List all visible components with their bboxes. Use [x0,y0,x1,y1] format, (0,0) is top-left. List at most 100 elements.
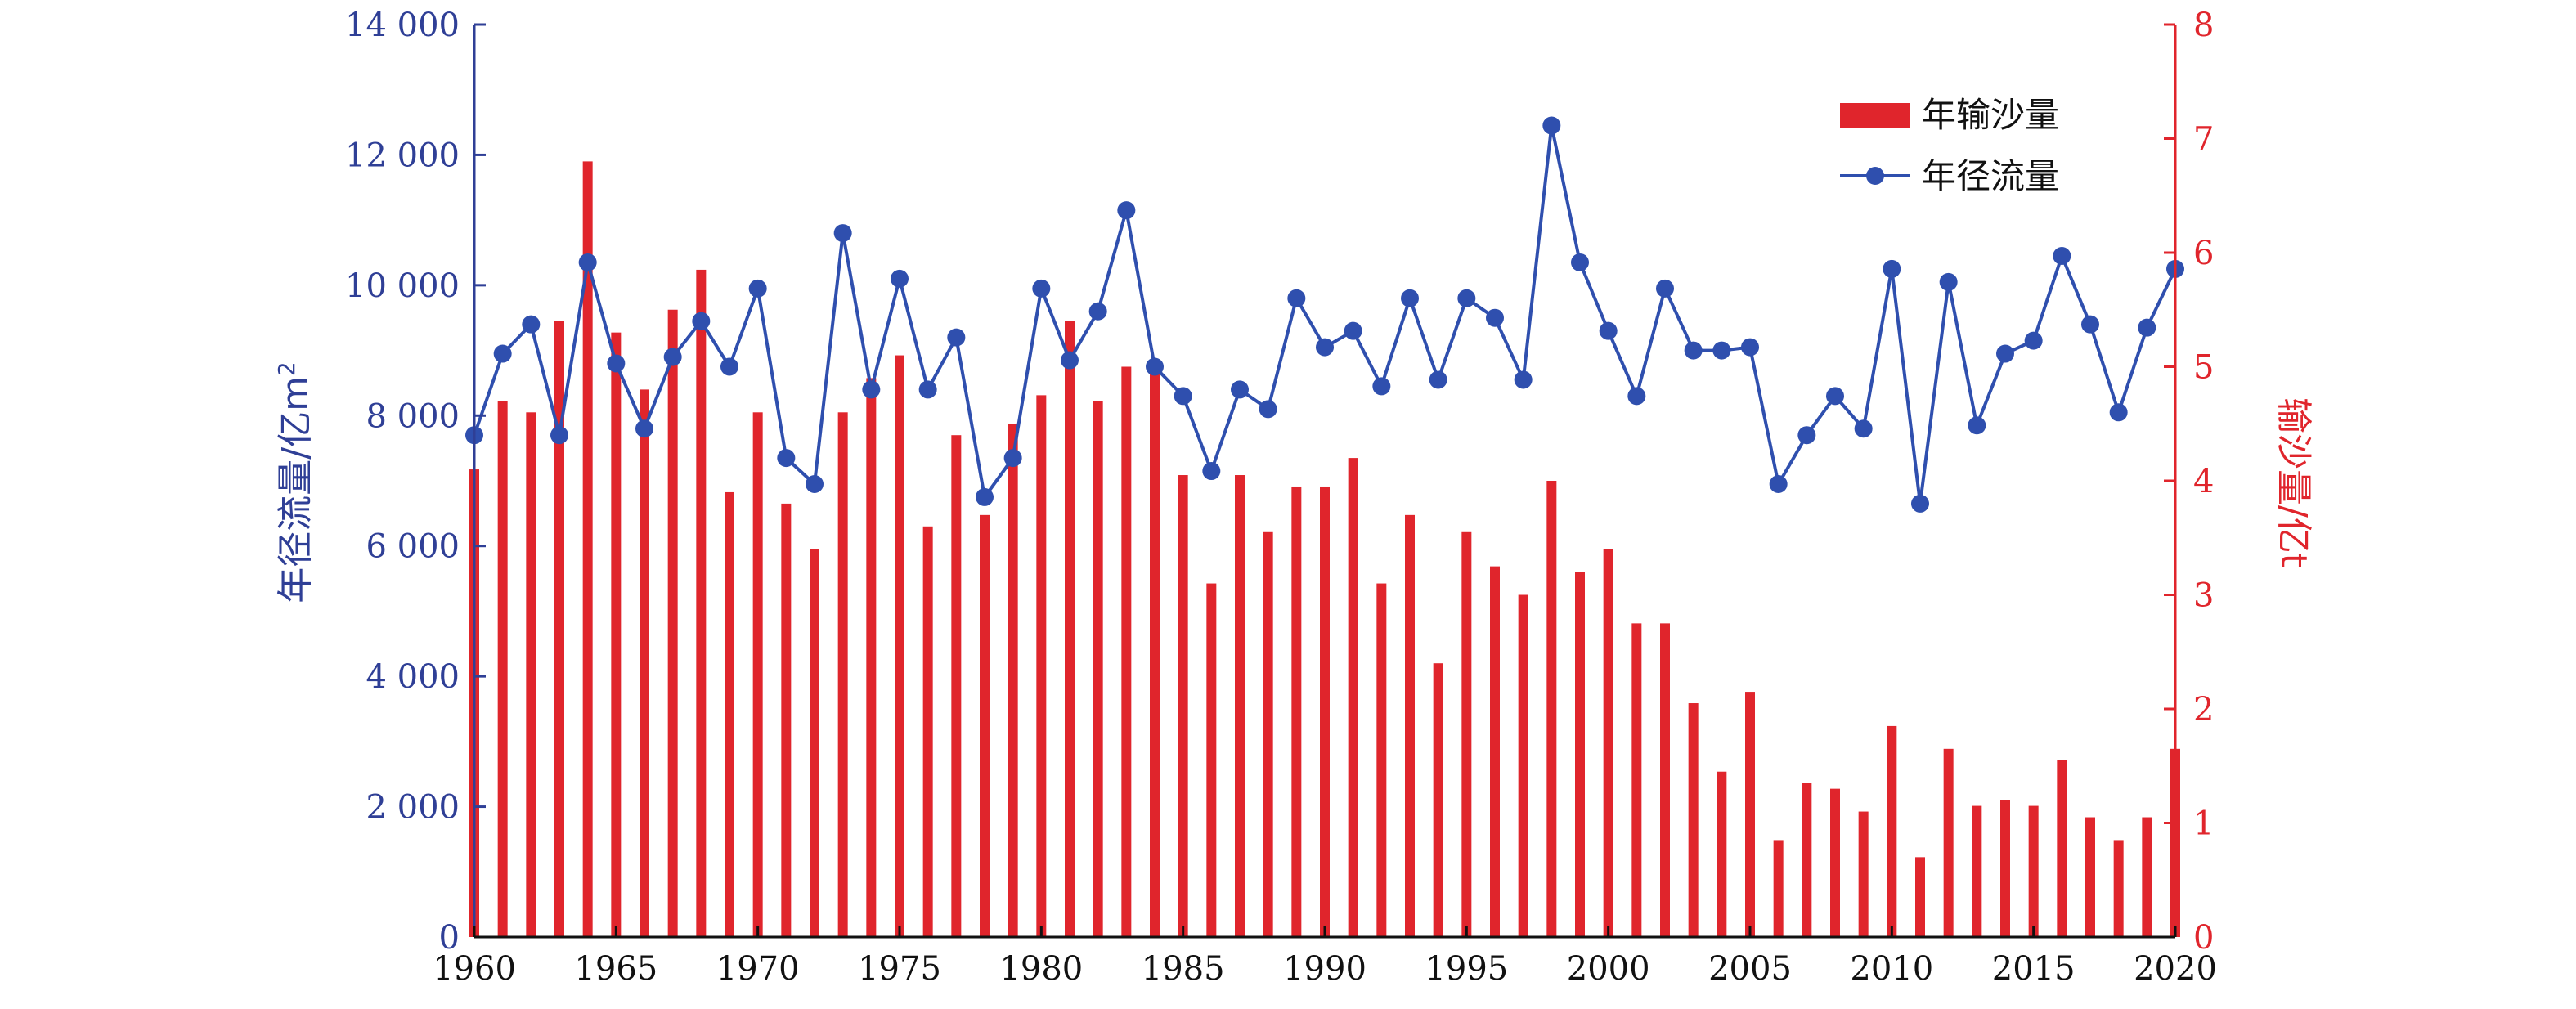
runoff-point-1976 [918,380,937,399]
runoff-point-1978 [976,487,994,506]
runoff-point-2018 [2109,403,2128,422]
sediment-bar-1967 [667,309,678,937]
runoff-point-2000 [1599,321,1618,340]
runoff-point-2019 [2138,318,2156,337]
sediment-bar-2013 [1972,805,1982,937]
sediment-bar-1977 [951,435,962,937]
right-tick-label: 7 [2193,121,2214,159]
x-tick-label: 2020 [2134,950,2217,988]
sediment-bar-2005 [1745,692,1755,937]
sediment-bar-1966 [640,389,649,937]
runoff-point-2016 [2053,246,2071,265]
runoff-point-1998 [1542,116,1561,135]
runoff-point-1967 [663,348,682,366]
sediment-bar-1961 [497,401,508,938]
runoff-point-2001 [1627,387,1646,406]
runoff-point-2017 [2081,315,2099,334]
runoff-point-1984 [1146,357,1164,376]
legend: 年输沙量 年径流量 [1840,95,2059,196]
sediment-bar-1992 [1376,583,1387,937]
runoff-point-1986 [1202,462,1221,481]
runoff-point-1961 [493,344,512,363]
sediment-bar-2006 [1773,840,1784,937]
sediment-bar-2007 [1802,783,1812,937]
x-tick-label: 1960 [433,950,516,988]
runoff-point-1973 [833,224,852,243]
runoff-point-2006 [1769,474,1788,493]
axes: 0 2 000 4 000 6 000 8 000 10 000 12 000 14 000 0… [345,7,2217,988]
runoff-point-1991 [1344,321,1362,340]
right-tick-label: 8 [2193,7,2214,44]
runoff-point-1981 [1061,351,1079,370]
sediment-bar-1991 [1348,458,1358,937]
runoff-point-1975 [891,269,909,288]
runoff-point-1979 [1003,449,1022,468]
x-tick-label: 1965 [574,950,657,988]
runoff-point-2007 [1797,426,1816,445]
sediment-bar-1983 [1121,366,1132,937]
runoff-point-1971 [777,449,796,468]
runoff-point-1963 [550,426,568,445]
x-tick-label: 1985 [1142,950,1225,988]
x-tick-label: 1980 [999,950,1083,988]
x-tick-label: 2005 [1708,950,1792,988]
right-tick-label: 5 [2193,349,2214,387]
sediment-bar-2000 [1603,549,1613,937]
right-tick-label: 1 [2193,805,2214,843]
runoff-point-1985 [1174,387,1192,406]
runoff-point-1965 [607,354,626,373]
runoff-point-1964 [578,253,597,271]
sediment-bar-2011 [1915,857,1925,937]
runoff-point-1980 [1032,279,1051,298]
runoff-point-1997 [1514,370,1533,389]
runoff-point-1977 [947,328,966,347]
sediment-bar-2008 [1830,788,1840,937]
sediment-bar-1980 [1036,395,1047,937]
runoff-point-2012 [1939,272,1958,291]
sediment-bar-1981 [1065,321,1075,937]
sediment-bar-1999 [1575,572,1585,937]
left-tick-label: 12 000 [345,137,460,174]
runoff-point-2004 [1712,341,1731,360]
sediment-bar-1979 [1008,424,1018,937]
sediment-bar-2003 [1688,703,1699,937]
sediment-bar-1987 [1235,475,1245,937]
runoff-point-2010 [1883,259,1901,278]
left-tick-label: 0 [439,919,460,957]
x-tick-label: 1995 [1425,950,1508,988]
x-tick-label: 2010 [1850,950,1933,988]
runoff-point-1982 [1088,302,1107,321]
runoff-point-1962 [522,315,541,334]
sediment-bar-2016 [2057,760,2067,937]
left-tick-label: 6 000 [366,528,460,566]
right-tick-label: 6 [2193,235,2214,272]
runoff-point-1995 [1457,289,1476,307]
runoff-point-1990 [1316,338,1334,357]
left-tick-label: 14 000 [345,7,460,44]
runoff-point-1996 [1486,308,1504,327]
runoff-point-2005 [1741,338,1759,357]
runoff-point-2011 [1911,494,1929,513]
runoff-point-1983 [1117,201,1136,220]
runoff-line [473,123,2177,505]
left-tick-label: 2 000 [366,789,460,827]
runoff-point-1989 [1287,289,1306,307]
sediment-bar-1972 [810,549,819,937]
left-tick-label: 4 000 [366,658,460,696]
runoff-point-1970 [748,279,767,298]
sediment-bar-2002 [1660,623,1670,937]
sediment-bar-1984 [1150,366,1160,937]
runoff-point-1987 [1231,380,1249,399]
x-tick-label: 2000 [1567,950,1650,988]
legend-bar-swatch [1840,103,1910,128]
sediment-bar-1988 [1263,531,1273,937]
sediment-bar-2010 [1887,725,1897,937]
x-tick-label: 1970 [716,950,800,988]
left-tick-label: 8 000 [366,397,460,435]
runoff-point-2008 [1826,387,1844,406]
runoff-point-2014 [1996,344,2014,363]
sediment-bar-1973 [837,412,848,937]
sediment-bar-1965 [611,332,622,937]
sediment-bar-1975 [895,355,904,937]
